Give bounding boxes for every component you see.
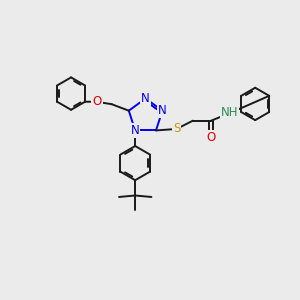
- Text: O: O: [206, 131, 216, 144]
- Text: N: N: [158, 104, 167, 117]
- Text: N: N: [141, 92, 150, 105]
- Text: O: O: [92, 95, 102, 108]
- Text: NH: NH: [220, 106, 238, 119]
- Text: S: S: [173, 122, 180, 136]
- Text: N: N: [130, 124, 139, 137]
